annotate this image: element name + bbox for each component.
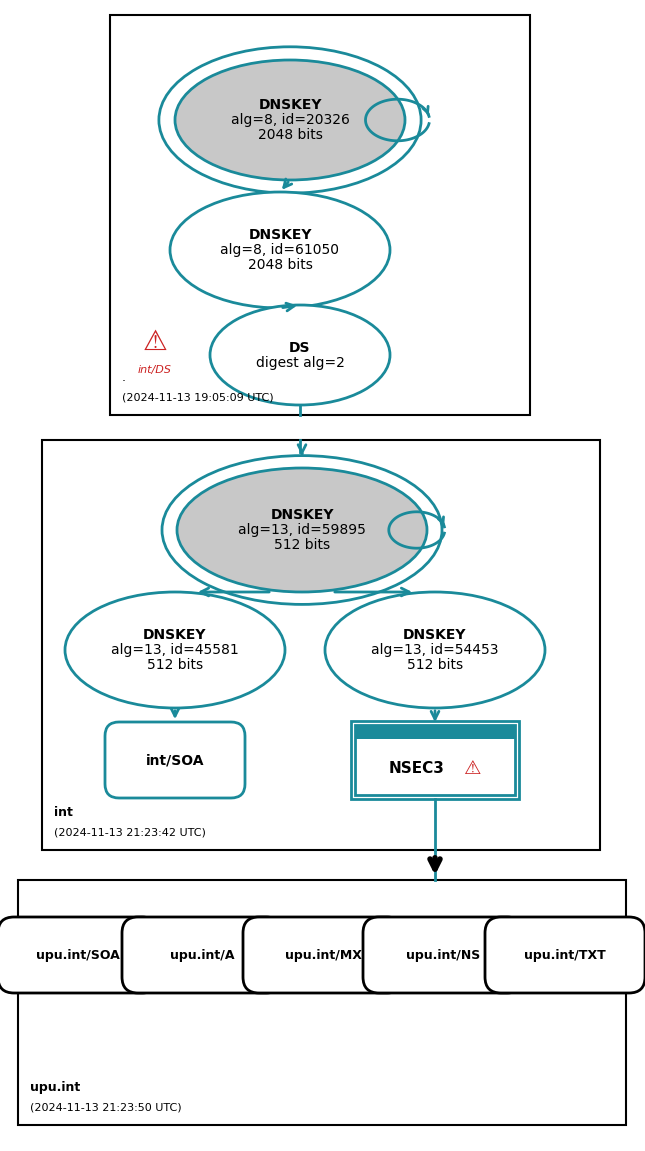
Text: ⚠: ⚠ [143,328,168,356]
Text: 2048 bits: 2048 bits [257,128,322,142]
Ellipse shape [177,468,427,592]
Text: alg=13, id=45581: alg=13, id=45581 [111,643,239,657]
Text: (2024-11-13 21:23:42 UTC): (2024-11-13 21:23:42 UTC) [54,828,206,837]
Text: upu.int/SOA: upu.int/SOA [36,948,120,961]
Text: 512 bits: 512 bits [274,538,330,552]
FancyBboxPatch shape [122,917,282,993]
Text: NSEC3: NSEC3 [389,761,445,776]
Text: 2048 bits: 2048 bits [248,258,312,272]
FancyBboxPatch shape [355,725,515,739]
Text: DNSKEY: DNSKEY [403,628,467,642]
Text: ⚠: ⚠ [464,759,482,777]
Text: (2024-11-13 21:23:50 UTC): (2024-11-13 21:23:50 UTC) [30,1102,182,1112]
Ellipse shape [170,192,390,308]
Ellipse shape [65,592,285,708]
FancyBboxPatch shape [485,917,645,993]
FancyBboxPatch shape [351,721,519,799]
Text: DNSKEY: DNSKEY [143,628,207,642]
FancyBboxPatch shape [18,881,626,1125]
Text: .: . [122,371,126,383]
FancyBboxPatch shape [0,917,158,993]
Ellipse shape [325,592,545,708]
Text: int/DS: int/DS [138,365,172,375]
FancyBboxPatch shape [355,725,515,795]
Text: 512 bits: 512 bits [407,658,463,672]
Text: int: int [54,806,73,818]
Text: DNSKEY: DNSKEY [270,508,333,523]
Text: upu.int/NS: upu.int/NS [406,948,480,961]
Text: upu.int/TXT: upu.int/TXT [524,948,606,961]
Text: upu.int: upu.int [30,1081,80,1093]
Ellipse shape [210,305,390,405]
Text: digest alg=2: digest alg=2 [255,356,344,369]
FancyBboxPatch shape [110,15,530,416]
Text: DNSKEY: DNSKEY [258,98,322,112]
Text: upu.int/MX: upu.int/MX [284,948,361,961]
FancyBboxPatch shape [105,722,245,798]
FancyBboxPatch shape [42,440,600,849]
Text: upu.int/A: upu.int/A [170,948,234,961]
Text: (2024-11-13 19:05:09 UTC): (2024-11-13 19:05:09 UTC) [122,392,273,402]
Text: 512 bits: 512 bits [147,658,203,672]
Text: int/SOA: int/SOA [146,753,204,767]
Text: alg=8, id=20326: alg=8, id=20326 [230,113,350,127]
Text: alg=13, id=59895: alg=13, id=59895 [238,523,366,538]
Ellipse shape [175,60,405,180]
Text: DS: DS [289,341,311,355]
FancyBboxPatch shape [363,917,523,993]
FancyBboxPatch shape [243,917,403,993]
Text: alg=13, id=54453: alg=13, id=54453 [372,643,499,657]
Text: alg=8, id=61050: alg=8, id=61050 [221,243,339,257]
Text: DNSKEY: DNSKEY [248,228,312,242]
